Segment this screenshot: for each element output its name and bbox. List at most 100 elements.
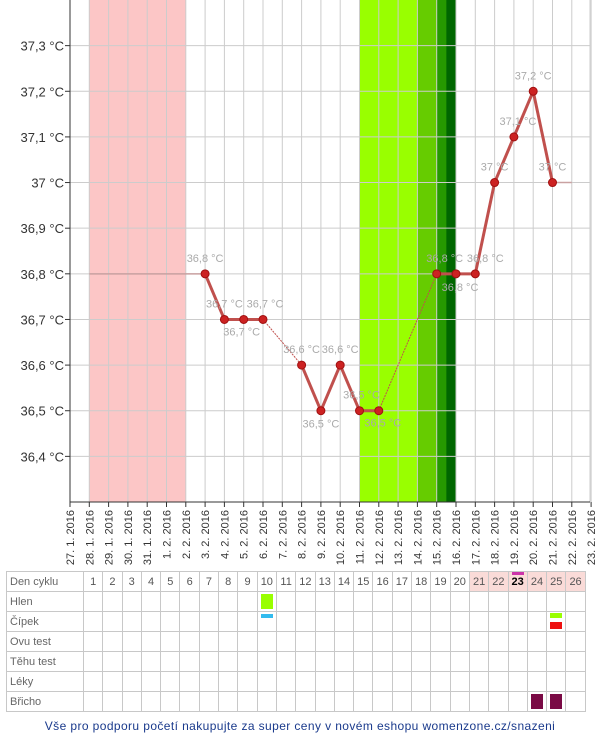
day-cell[interactable] [430,631,451,652]
day-cell[interactable] [353,591,374,612]
day-cell[interactable] [160,671,181,692]
day-cell[interactable]: 21 [468,571,490,592]
day-cell[interactable] [372,631,393,652]
day-cell[interactable] [565,611,586,632]
day-cell[interactable] [198,591,220,612]
day-cell[interactable] [411,671,432,692]
day-cell[interactable] [140,591,162,612]
day-cell[interactable] [430,691,451,712]
day-cell[interactable] [295,651,316,672]
day-cell[interactable] [546,591,567,612]
day-cell[interactable]: 26 [565,571,586,592]
day-cell[interactable] [353,691,374,712]
day-cell[interactable] [82,631,104,652]
day-cell[interactable]: 17 [391,571,413,592]
day-cell[interactable] [565,631,586,652]
day-cell[interactable] [198,631,220,652]
day-cell[interactable] [391,671,413,692]
day-cell[interactable] [102,631,123,652]
day-cell[interactable] [507,691,528,712]
eshop-link[interactable]: Vše pro podporu početí nakupujte za supe… [44,719,556,733]
day-cell[interactable] [179,691,200,712]
day-cell[interactable] [256,671,277,692]
day-cell[interactable] [160,611,181,632]
day-cell[interactable]: 6 [179,571,200,592]
day-cell[interactable] [218,591,239,612]
day-cell[interactable]: 25 [546,571,567,592]
day-cell[interactable] [256,651,277,672]
day-cell[interactable] [333,591,355,612]
day-cell[interactable]: 8 [218,571,239,592]
day-cell[interactable] [198,691,220,712]
day-cell[interactable] [468,591,490,612]
day-cell[interactable] [411,651,432,672]
day-cell[interactable]: 11 [275,571,297,592]
day-cell[interactable] [237,671,258,692]
day-cell[interactable] [353,671,374,692]
day-cell[interactable] [526,611,548,632]
day-cell[interactable] [295,691,316,712]
day-cell[interactable] [488,591,509,612]
day-cell[interactable] [333,691,355,712]
day-cell[interactable] [198,611,220,632]
day-cell[interactable] [372,591,393,612]
day-cell[interactable] [526,631,548,652]
day-cell[interactable] [121,691,142,712]
day-cell[interactable] [468,611,490,632]
day-cell[interactable] [507,651,528,672]
day-cell[interactable] [430,611,451,632]
day-cell[interactable]: 19 [430,571,451,592]
day-cell[interactable] [179,611,200,632]
day-cell[interactable] [218,611,239,632]
day-cell[interactable] [198,671,220,692]
day-cell[interactable] [546,671,567,692]
day-cell[interactable] [275,691,297,712]
day-cell[interactable] [121,671,142,692]
day-cell[interactable] [218,671,239,692]
day-cell[interactable] [237,591,258,612]
day-cell[interactable] [179,651,200,672]
day-cell[interactable] [179,671,200,692]
day-cell[interactable] [333,651,355,672]
day-cell[interactable] [411,631,432,652]
day-cell[interactable] [102,591,123,612]
day-cell[interactable] [488,611,509,632]
day-cell[interactable] [391,691,413,712]
day-cell[interactable] [430,651,451,672]
day-cell[interactable] [411,591,432,612]
day-cell[interactable] [140,651,162,672]
day-cell[interactable] [449,591,470,612]
day-cell[interactable]: 23 [507,571,528,592]
day-cell[interactable] [82,651,104,672]
day-cell[interactable] [353,631,374,652]
day-cell[interactable] [353,611,374,632]
day-cell[interactable] [333,631,355,652]
day-cell[interactable] [468,631,490,652]
day-cell[interactable] [140,611,162,632]
day-cell[interactable] [526,591,548,612]
day-cell[interactable] [411,611,432,632]
day-cell[interactable] [372,611,393,632]
day-cell[interactable] [102,651,123,672]
day-cell[interactable]: 22 [488,571,509,592]
day-cell[interactable] [121,631,142,652]
day-cell[interactable] [198,651,220,672]
day-cell[interactable] [102,611,123,632]
day-cell[interactable] [179,591,200,612]
day-cell[interactable] [372,651,393,672]
day-cell[interactable] [256,611,277,632]
day-cell[interactable] [160,591,181,612]
day-cell[interactable] [82,671,104,692]
day-cell[interactable] [333,671,355,692]
day-cell[interactable] [275,631,297,652]
day-cell[interactable] [179,631,200,652]
day-cell[interactable] [314,691,335,712]
day-cell[interactable] [565,691,586,712]
day-cell[interactable] [295,591,316,612]
day-cell[interactable]: 18 [411,571,432,592]
day-cell[interactable] [333,611,355,632]
day-cell[interactable] [411,691,432,712]
day-cell[interactable]: 7 [198,571,220,592]
day-cell[interactable] [372,691,393,712]
day-cell[interactable] [372,671,393,692]
